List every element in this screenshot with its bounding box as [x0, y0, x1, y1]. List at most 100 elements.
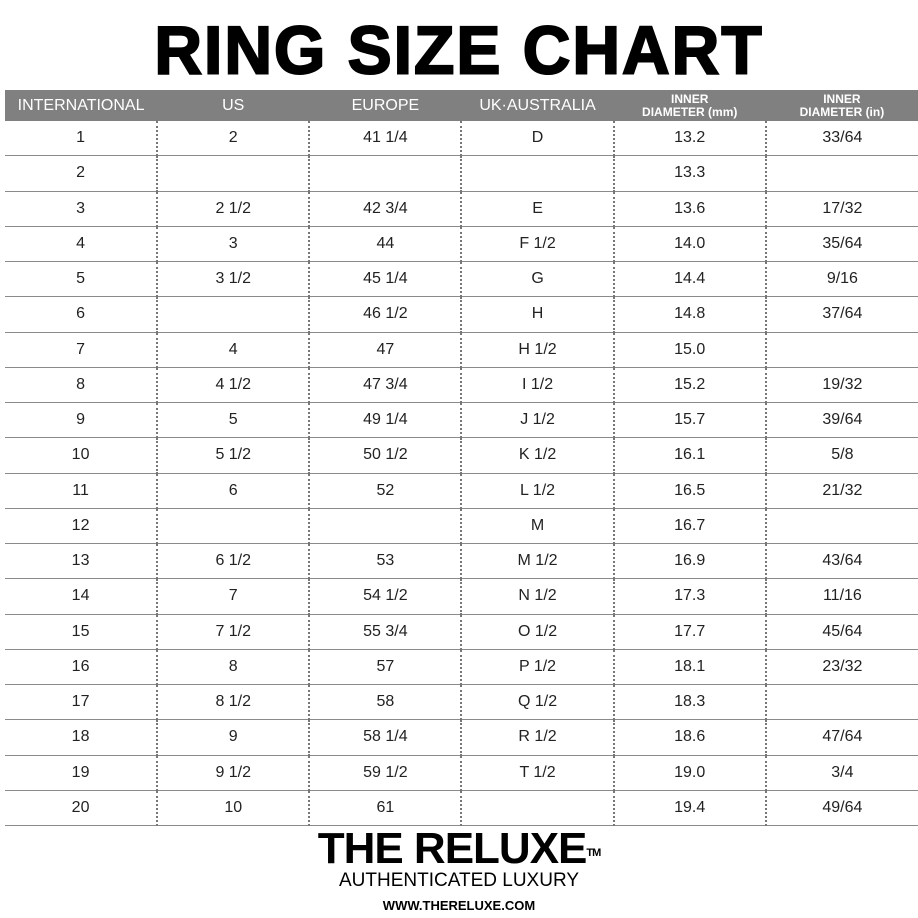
table-cell: 19.0: [612, 755, 766, 791]
table-row: 6 46 1/2 H 14.8 37/64: [5, 296, 918, 333]
table-cell: 59 1/2: [308, 755, 462, 791]
table-cell: I 1/2: [460, 367, 614, 404]
table-cell: M: [460, 508, 614, 545]
table-cell: 6 1/2: [156, 543, 310, 580]
page-title: RING SIZE CHART: [153, 11, 764, 89]
table-cell: [460, 790, 614, 827]
table-cell: 1: [5, 121, 158, 157]
column-header-line: INNER: [671, 91, 709, 106]
table-cell: 17.7: [612, 614, 766, 650]
table-cell: J 1/2: [460, 402, 614, 439]
table-cell: 3: [5, 191, 158, 227]
table-cell: 11/16: [764, 578, 918, 615]
table-cell: 58: [308, 684, 462, 721]
table-cell: [156, 155, 310, 192]
table-cell: N 1/2: [460, 578, 614, 615]
table-row: 13 6 1/2 53 M 1/2 16.9 43/64: [5, 543, 918, 580]
table-cell: 7: [156, 578, 310, 615]
table-cell: 57: [308, 649, 462, 686]
table-cell: 39/64: [764, 402, 918, 439]
table-cell: 15.2: [612, 367, 766, 404]
table-cell: 5/8: [764, 437, 918, 474]
table-cell: 4: [5, 226, 158, 263]
table-cell: 19: [5, 755, 158, 791]
table-cell: [764, 332, 918, 368]
table-cell: 17: [5, 684, 158, 721]
table-cell: 9: [5, 402, 158, 439]
table-cell: 14.8: [612, 296, 766, 333]
table-cell: 2: [156, 121, 310, 157]
table-cell: K 1/2: [460, 437, 614, 474]
table-cell: 4 1/2: [156, 367, 310, 404]
table-cell: 4: [156, 332, 310, 368]
table-cell: 5: [156, 402, 310, 439]
table-cell: 18: [5, 719, 158, 756]
table-row: 1 2 41 1/4 D 13.2 33/64: [5, 121, 918, 157]
table-cell: 2: [5, 155, 158, 192]
table-cell: G: [460, 261, 614, 298]
table-cell: 47/64: [764, 719, 918, 756]
table-cell: 16.1: [612, 437, 766, 474]
table-cell: 10: [5, 437, 158, 474]
table-cell: 8: [5, 367, 158, 404]
table-row: 4 3 44 F 1/2 14.0 35/64: [5, 226, 918, 263]
table-cell: 49 1/4: [308, 402, 462, 439]
ring-size-table: INTERNATIONAL US EUROPE UK·AUSTRALIA INNER DI…: [5, 90, 918, 827]
table-cell: 47 3/4: [308, 367, 462, 404]
brand-name: THE RELUXE: [317, 824, 588, 873]
table-cell: 12: [5, 508, 158, 545]
brand-logo: THE RELUXETM AUTHENTICATED LUXURY WWW.TH…: [0, 824, 918, 914]
table-cell: [764, 684, 918, 721]
table-row: 12 M 16.7: [5, 508, 918, 545]
table-cell: M 1/2: [460, 543, 614, 580]
table-cell: E: [460, 191, 614, 227]
table-cell: 49/64: [764, 790, 918, 827]
table-cell: 14.4: [612, 261, 766, 298]
table-cell: 18.6: [612, 719, 766, 756]
table-cell: D: [460, 121, 614, 157]
table-cell: 33/64: [764, 121, 918, 157]
table-cell: 9: [156, 719, 310, 756]
table-cell: 3 1/2: [156, 261, 310, 298]
table-cell: P 1/2: [460, 649, 614, 686]
table-cell: 5 1/2: [156, 437, 310, 474]
table-cell: 7: [5, 332, 158, 368]
table-row: 11 6 52 L 1/2 16.5 21/32: [5, 473, 918, 509]
trademark: TM: [586, 847, 601, 859]
table-cell: 13.3: [612, 155, 766, 192]
table-cell: 6: [156, 473, 310, 509]
table-cell: H 1/2: [460, 332, 614, 368]
table-cell: 16.5: [612, 473, 766, 509]
table-cell: 45/64: [764, 614, 918, 650]
table-cell: 52: [308, 473, 462, 509]
table-cell: 21/32: [764, 473, 918, 509]
table-cell: 58 1/4: [308, 719, 462, 756]
table-cell: 15.7: [612, 402, 766, 439]
table-row: 10 5 1/2 50 1/2 K 1/2 16.1 5/8: [5, 437, 918, 474]
table-cell: 19/32: [764, 367, 918, 404]
table-cell: 2 1/2: [156, 191, 310, 227]
table-cell: 16.7: [612, 508, 766, 545]
table-cell: 9 1/2: [156, 755, 310, 791]
table-cell: 23/32: [764, 649, 918, 686]
column-header-line: INNER: [823, 91, 861, 106]
brand-url[interactable]: WWW.THERELUXE.COM: [382, 898, 536, 913]
table-row: 16 8 57 P 1/2 18.1 23/32: [5, 649, 918, 686]
column-header-line: DIAMETER (in): [799, 104, 885, 119]
column-header: INNER DIAMETER (in): [765, 90, 918, 121]
table-cell: 13.6: [612, 191, 766, 227]
table-cell: 44: [308, 226, 462, 263]
table-cell: 7 1/2: [156, 614, 310, 650]
table-cell: 9/16: [764, 261, 918, 298]
table-cell: 47: [308, 332, 462, 368]
table-cell: 53: [308, 543, 462, 580]
table-cell: Q 1/2: [460, 684, 614, 721]
table-cell: 20: [5, 790, 158, 827]
column-header-line: DIAMETER (mm): [642, 104, 738, 119]
column-header: EUROPE: [309, 90, 462, 121]
table-cell: 6: [5, 296, 158, 333]
table-row: 7 4 47 H 1/2 15.0: [5, 332, 918, 368]
